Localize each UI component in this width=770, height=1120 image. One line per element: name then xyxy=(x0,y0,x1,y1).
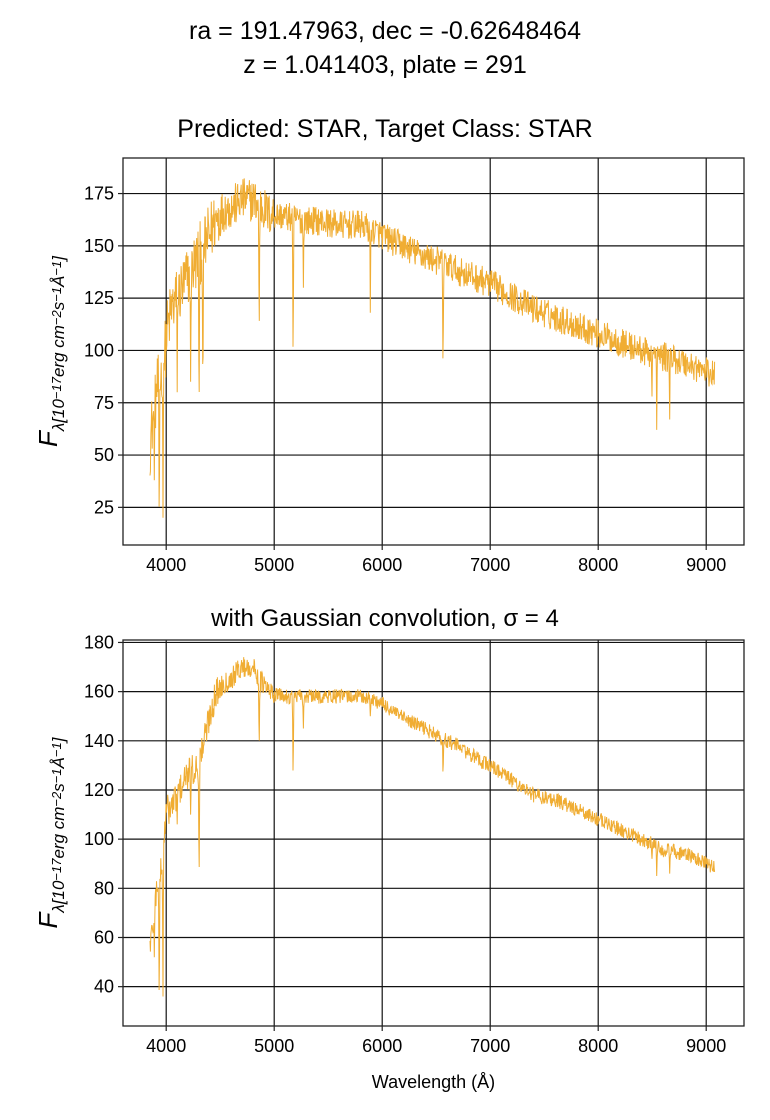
figure-title-redshift-plate: z = 1.041403, plate = 291 xyxy=(243,51,527,79)
grid xyxy=(123,640,744,1026)
y-tick-label: 25 xyxy=(94,497,114,517)
y-tick-label: 100 xyxy=(84,340,114,360)
y-tick-label: 120 xyxy=(84,780,114,800)
x-tick-label: 7000 xyxy=(470,555,510,575)
top-chart-title: Predicted: STAR, Target Class: STAR xyxy=(177,115,593,143)
bottom-chart-title: with Gaussian convolution, σ = 4 xyxy=(211,605,559,632)
x-tick-label: 5000 xyxy=(254,555,294,575)
x-tick-label: 4000 xyxy=(146,1036,186,1056)
x-tick-label: 5000 xyxy=(254,1036,294,1056)
y-tick-label: 140 xyxy=(84,731,114,751)
x-tick-label: 6000 xyxy=(362,555,402,575)
figure-title-coordinates: ra = 191.47963, dec = -0.62648464 xyxy=(189,17,581,45)
y-axis-label: Fλ[10−17erg cm−2s−1Å−1] xyxy=(33,736,68,928)
x-tick-label: 4000 xyxy=(146,555,186,575)
x-tick-label: 7000 xyxy=(470,1036,510,1056)
x-tick-label: 9000 xyxy=(686,555,726,575)
x-tick-label: 8000 xyxy=(578,555,618,575)
y-tick-label: 40 xyxy=(94,977,114,997)
x-tick-label: 6000 xyxy=(362,1036,402,1056)
axes-frame xyxy=(122,639,745,1027)
y-tick-label: 125 xyxy=(84,288,114,308)
y-tick-label: 180 xyxy=(84,632,114,652)
spectrum-chart-raw: 4000 5000 6000 7000 8000 9000 25 50 75 100 125 150 1… xyxy=(33,157,745,575)
y-tick-label: 160 xyxy=(84,682,114,702)
y-tick-label: 75 xyxy=(94,393,114,413)
y-axis-label: Fλ[10−17erg cm−2s−1Å−1] xyxy=(33,255,68,447)
spectrum-line xyxy=(149,178,716,518)
spectrum-line xyxy=(149,657,716,997)
x-axis-label: Wavelength (Å) xyxy=(372,1072,495,1092)
y-tick-label: 175 xyxy=(84,184,114,204)
y-tick-label: 100 xyxy=(84,829,114,849)
y-tick-label: 150 xyxy=(84,236,114,256)
y-tick-label: 80 xyxy=(94,878,114,898)
spectrum-chart-convolved: 4000 5000 6000 7000 8000 9000 40 60 80 100 120 140 1… xyxy=(33,632,745,1092)
axes-frame xyxy=(122,157,745,546)
y-tick-label: 50 xyxy=(94,445,114,465)
x-tick-label: 9000 xyxy=(686,1036,726,1056)
y-tick-label: 60 xyxy=(94,927,114,947)
x-tick-label: 8000 xyxy=(578,1036,618,1056)
